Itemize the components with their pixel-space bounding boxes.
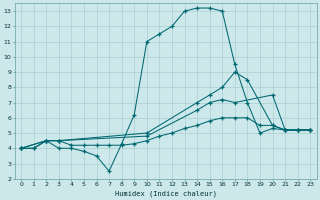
- X-axis label: Humidex (Indice chaleur): Humidex (Indice chaleur): [115, 190, 217, 197]
